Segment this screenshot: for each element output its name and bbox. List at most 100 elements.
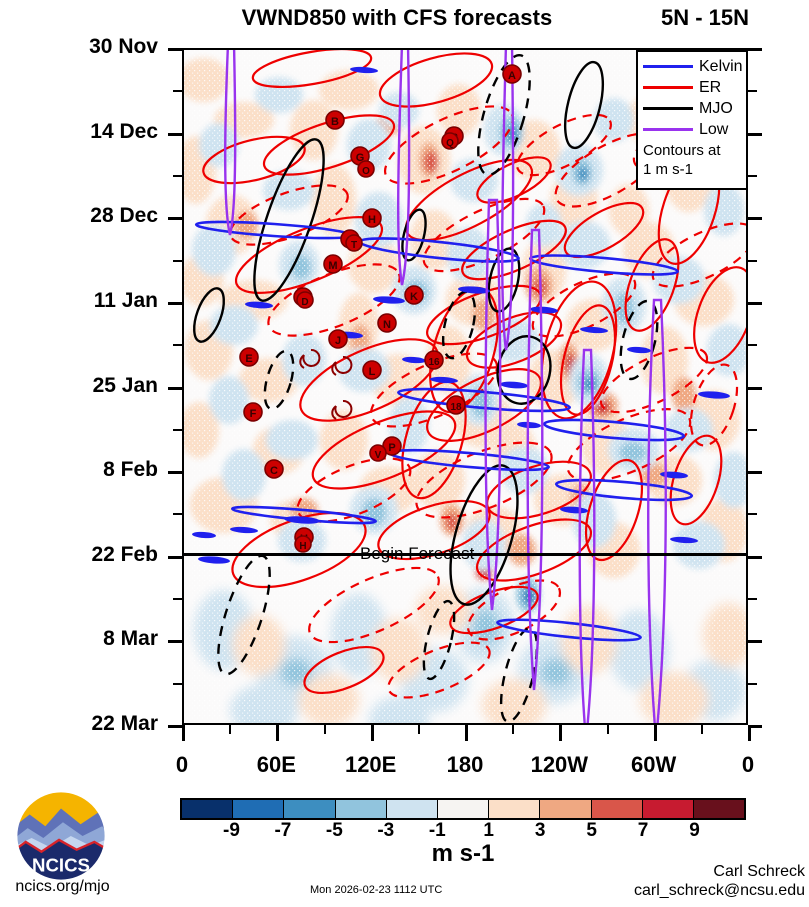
legend-item-kelvin[interactable]: Kelvin [643,56,743,77]
legend-box[interactable]: Kelvin ER MJO Low Contours at 1 m s-1 [636,50,748,190]
x-axis-minor-tick [229,725,232,734]
contour-note-line2: 1 m s-1 [643,161,694,178]
colorbar-tick-5: 5 [586,820,597,841]
y-axis-label-8-mar: 8 Mar [103,627,158,651]
page-title: VWND850 with CFS forecasts [241,5,553,30]
begin-forecast-label: Begin Forecast [360,544,475,563]
y-axis-label-22-feb: 22 Feb [91,542,158,566]
svg-text:Q: Q [446,138,454,149]
svg-text:V: V [375,450,382,461]
svg-text:P: P [388,442,395,454]
legend-label-mjo: MJO [699,99,733,117]
x-axis-tick [559,725,563,741]
y-axis-minor-tick [748,598,757,601]
y-axis-tick [748,132,762,136]
svg-text:J: J [335,335,341,347]
y-axis-minor-tick [173,682,182,685]
x-axis-minor-tick [323,725,326,734]
kelvin-wave-contours [194,220,694,642]
svg-text:D: D [301,297,308,308]
y-axis-tick [168,471,182,475]
svg-text:16: 16 [428,357,440,368]
y-axis-tick [748,640,762,644]
svg-text:C: C [270,465,278,477]
y-axis-label-8-feb: 8 Feb [103,458,158,482]
y-axis-minor-tick [173,259,182,262]
svg-text:E: E [245,353,252,365]
legend-item-low[interactable]: Low [643,119,741,140]
y-axis-tick [748,217,762,221]
y-axis-tick [168,132,182,136]
colorbar-segment-9 [642,800,694,818]
y-axis-minor-tick [748,513,757,516]
y-axis-tick [168,725,182,728]
svg-text:M: M [328,260,337,272]
svg-text:F: F [250,408,257,420]
svg-text:O: O [362,166,370,177]
colorbar-segment-8 [591,800,643,818]
colorbar-tick--9: -9 [223,820,240,841]
colorbar-tick-9: 9 [689,820,700,841]
tropical-cyclone-markers: B G O R Q A H S T [239,64,522,553]
colorbar-segment-6 [489,800,541,818]
colorbar-segment-4 [386,800,438,818]
latitude-band-label: 5N - 15N [660,5,750,30]
y-axis-label-25-jan: 25 Jan [92,373,158,397]
x-axis-tick [370,725,374,741]
colorbar[interactable] [180,798,746,820]
y-axis-tick [168,555,182,559]
legend-label-er: ER [699,78,722,96]
svg-text:H: H [299,541,306,552]
y-axis-minor-tick [748,259,757,262]
x-axis-label-60w: 60W [631,752,677,777]
y-axis-tick [748,48,762,51]
low-line-swatch [643,128,693,131]
x-axis-minor-tick [606,725,609,734]
colorbar-segment-10 [693,800,745,818]
y-axis-minor-tick [173,90,182,93]
svg-text:H: H [368,214,376,226]
y-axis-minor-tick [748,90,757,93]
y-axis-label-28-dec: 28 Dec [90,204,158,228]
y-axis-minor-tick [173,428,182,431]
x-axis-minor-tick [512,725,515,734]
y-axis-tick [168,217,182,221]
mjo-line-swatch [643,107,693,110]
y-axis-tick [168,48,182,51]
x-axis-label-0: 0 [175,752,189,777]
logo-caption[interactable]: ncics.org/mjo [15,878,110,895]
legend-item-er[interactable]: ER [643,77,741,98]
y-axis-tick [168,640,182,644]
y-axis-minor-tick [173,344,182,347]
y-axis-minor-tick [748,428,757,431]
svg-text:G: G [356,152,365,164]
x-axis-minor-tick [417,725,420,734]
x-axis-tick [465,725,468,741]
colorbar-segment-2 [284,800,336,818]
y-axis-label-22-mar: 22 Mar [91,712,158,735]
legend-label-kelvin: Kelvin [699,57,743,75]
x-axis-label-0: 0 [741,752,755,777]
legend-item-mjo[interactable]: MJO [643,98,741,119]
x-axis-tick [653,725,657,741]
svg-text:T: T [351,240,357,251]
y-axis-tick [748,725,762,728]
timestamp: Mon 2026-02-23 1112 UTC [310,884,443,896]
kelvin-line-swatch [643,65,693,68]
y-axis-minor-tick [748,344,757,347]
ncics-logo[interactable]: NCICS [12,787,110,885]
y-axis-minor-tick [748,682,757,685]
y-axis-tick [168,301,182,305]
author-name: Carl Schreck [713,863,805,880]
wave-contour-overlays: B G O R Q A H S T [192,50,746,723]
author-email[interactable]: carl_schreck@ncsu.edu [634,882,805,899]
kelvin-wave-dashes [192,66,730,564]
y-axis-tick [748,386,762,390]
x-axis-tick [182,725,185,741]
x-axis-label-120e: 120E [344,752,397,777]
hovmoller-plot[interactable]: B G O R Q A H S T [182,48,748,725]
colorbar-tick-7: 7 [637,820,649,841]
x-axis-minor-tick [700,725,703,734]
colorbar-tick-3: 3 [534,820,546,841]
y-axis-tick [168,386,182,390]
